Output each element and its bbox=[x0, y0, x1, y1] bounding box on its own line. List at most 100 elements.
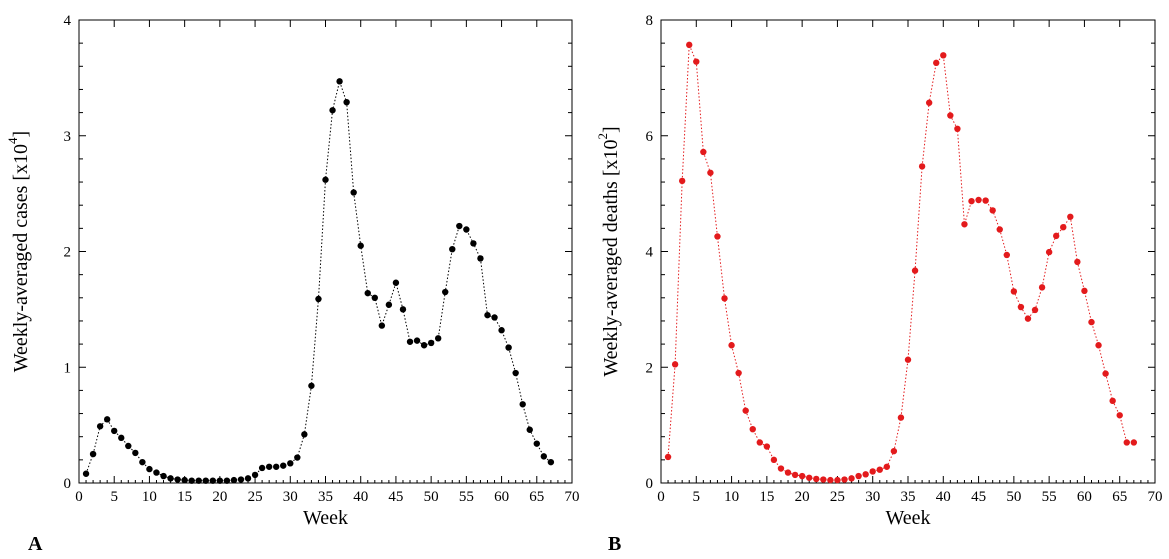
x-tick-label: 35 bbox=[318, 489, 333, 505]
panel-label: B bbox=[608, 533, 621, 555]
x-tick-label: 20 bbox=[212, 489, 227, 505]
data-point bbox=[491, 314, 498, 321]
data-point bbox=[167, 475, 174, 482]
y-tick-label: 4 bbox=[64, 13, 72, 29]
y-tick-label: 3 bbox=[64, 129, 72, 145]
data-point bbox=[897, 414, 905, 421]
data-point bbox=[181, 476, 188, 484]
data-point bbox=[237, 476, 245, 483]
data-point bbox=[230, 476, 238, 484]
data-point bbox=[533, 440, 540, 447]
data-point bbox=[1045, 248, 1053, 256]
data-point bbox=[1067, 213, 1074, 220]
x-tick-label: 30 bbox=[865, 489, 880, 505]
data-point bbox=[975, 196, 982, 204]
x-tick-label: 70 bbox=[565, 489, 580, 505]
data-point bbox=[209, 477, 217, 484]
data-point bbox=[1074, 258, 1081, 266]
data-point bbox=[273, 463, 280, 470]
data-point bbox=[512, 369, 519, 377]
y-axis-title-exponent: 4 bbox=[5, 137, 20, 144]
data-point bbox=[813, 475, 820, 483]
data-point bbox=[904, 356, 912, 363]
data-point bbox=[940, 52, 947, 59]
data-point bbox=[420, 342, 428, 349]
data-point bbox=[125, 442, 132, 450]
data-point bbox=[223, 477, 231, 484]
data-point bbox=[996, 226, 1003, 233]
data-point bbox=[827, 476, 834, 484]
data-point bbox=[890, 447, 898, 455]
data-point bbox=[315, 295, 322, 303]
data-point bbox=[918, 163, 926, 170]
data-point bbox=[989, 207, 996, 214]
data-point bbox=[735, 369, 742, 377]
data-point bbox=[1102, 370, 1109, 377]
data-point bbox=[671, 361, 679, 368]
x-tick-label: 50 bbox=[1006, 489, 1021, 505]
y-axis-title-close: ] bbox=[600, 126, 622, 133]
data-point bbox=[1081, 287, 1088, 295]
data-point bbox=[1123, 439, 1130, 446]
x-tick-label: 10 bbox=[142, 489, 157, 505]
data-point bbox=[834, 476, 841, 484]
y-axis-title-text: Weekly-averaged deaths [x10 bbox=[600, 140, 622, 377]
x-tick-label: 15 bbox=[177, 489, 192, 505]
data-point bbox=[336, 78, 343, 85]
data-point bbox=[883, 463, 891, 470]
data-point bbox=[925, 99, 933, 106]
y-tick-label: 8 bbox=[646, 13, 654, 29]
x-tick-label: 55 bbox=[1042, 489, 1057, 505]
data-point bbox=[449, 245, 456, 253]
data-point bbox=[308, 382, 315, 389]
data-point bbox=[1088, 318, 1095, 326]
data-point bbox=[427, 339, 435, 347]
data-point bbox=[911, 267, 919, 274]
y-tick-label: 2 bbox=[646, 360, 654, 376]
x-tick-label: 15 bbox=[759, 489, 774, 505]
x-tick-label: 40 bbox=[936, 489, 951, 505]
data-point bbox=[686, 41, 693, 49]
y-tick-label: 6 bbox=[646, 129, 654, 145]
data-point bbox=[477, 255, 484, 262]
panel-label: A bbox=[28, 533, 43, 555]
x-tick-label: 0 bbox=[75, 489, 83, 505]
data-point bbox=[791, 471, 799, 479]
data-point bbox=[399, 306, 407, 313]
data-point bbox=[1116, 412, 1123, 419]
data-point bbox=[777, 465, 785, 472]
data-point bbox=[413, 337, 421, 344]
data-point bbox=[392, 279, 400, 286]
x-tick-label: 25 bbox=[248, 489, 263, 505]
data-point bbox=[280, 462, 287, 469]
data-point bbox=[1038, 284, 1046, 291]
data-point bbox=[798, 472, 806, 480]
data-point bbox=[961, 221, 968, 228]
series-line bbox=[85, 79, 552, 482]
data-point bbox=[519, 401, 526, 408]
data-point bbox=[841, 476, 848, 483]
data-point bbox=[484, 311, 491, 319]
panel-b: 0 5 10 15 20 25 30 35 40 45 50 55 60 65 70 0 2 4 6 8 Week Wee… bbox=[595, 13, 1163, 555]
data-point bbox=[118, 434, 125, 442]
data-point bbox=[96, 423, 104, 430]
data-point bbox=[505, 344, 512, 351]
data-point bbox=[132, 449, 139, 457]
data-point bbox=[378, 322, 386, 329]
data-point bbox=[770, 456, 778, 464]
plot-frame bbox=[660, 19, 1156, 484]
data-point bbox=[869, 468, 876, 475]
data-point bbox=[749, 425, 756, 433]
data-point bbox=[111, 427, 118, 435]
data-point bbox=[664, 453, 672, 461]
data-point bbox=[202, 477, 209, 484]
data-point bbox=[294, 454, 301, 461]
data-point bbox=[756, 439, 763, 446]
data-point bbox=[89, 450, 97, 458]
y-axis-title-exponent: 2 bbox=[595, 133, 610, 140]
y-tick-label: 2 bbox=[64, 245, 72, 261]
y-axis-title: Weekly-averaged cases [x104] bbox=[5, 131, 32, 372]
x-tick-label: 65 bbox=[529, 489, 544, 505]
data-point bbox=[343, 98, 350, 106]
x-tick-label: 30 bbox=[283, 489, 298, 505]
